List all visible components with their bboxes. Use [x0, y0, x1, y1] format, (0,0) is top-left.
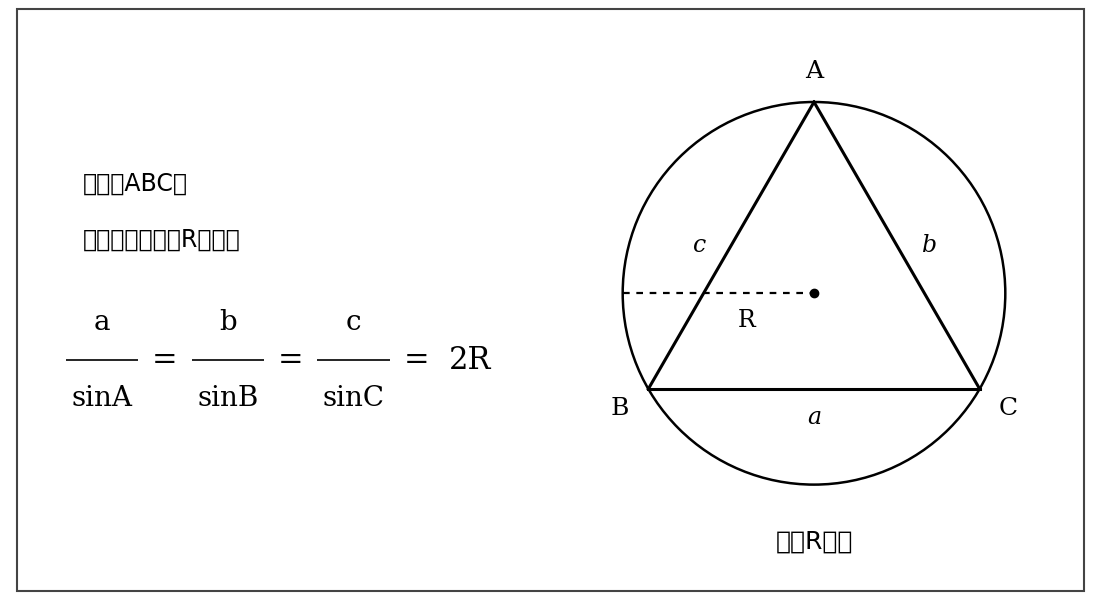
Text: b: b — [219, 309, 236, 336]
Text: a: a — [807, 406, 821, 429]
Text: 半径Rの円: 半径Rの円 — [776, 530, 853, 554]
Text: sinB: sinB — [197, 385, 258, 412]
Text: 外接円の半径がRのとき: 外接円の半径がRのとき — [82, 227, 241, 251]
Text: A: A — [805, 60, 823, 83]
Text: sinC: sinC — [322, 385, 385, 412]
Text: =: = — [404, 345, 429, 376]
Text: c: c — [693, 234, 706, 257]
Text: B: B — [610, 397, 629, 419]
Text: =: = — [278, 345, 304, 376]
Text: b: b — [922, 234, 937, 257]
Text: c: c — [346, 309, 362, 336]
Text: a: a — [94, 309, 110, 336]
Text: sinA: sinA — [72, 385, 133, 412]
Text: 三角形ABCの: 三角形ABCの — [82, 172, 188, 196]
Text: =: = — [152, 345, 178, 376]
Text: R: R — [738, 308, 756, 332]
Text: 2R: 2R — [449, 345, 491, 376]
Text: C: C — [999, 397, 1018, 419]
